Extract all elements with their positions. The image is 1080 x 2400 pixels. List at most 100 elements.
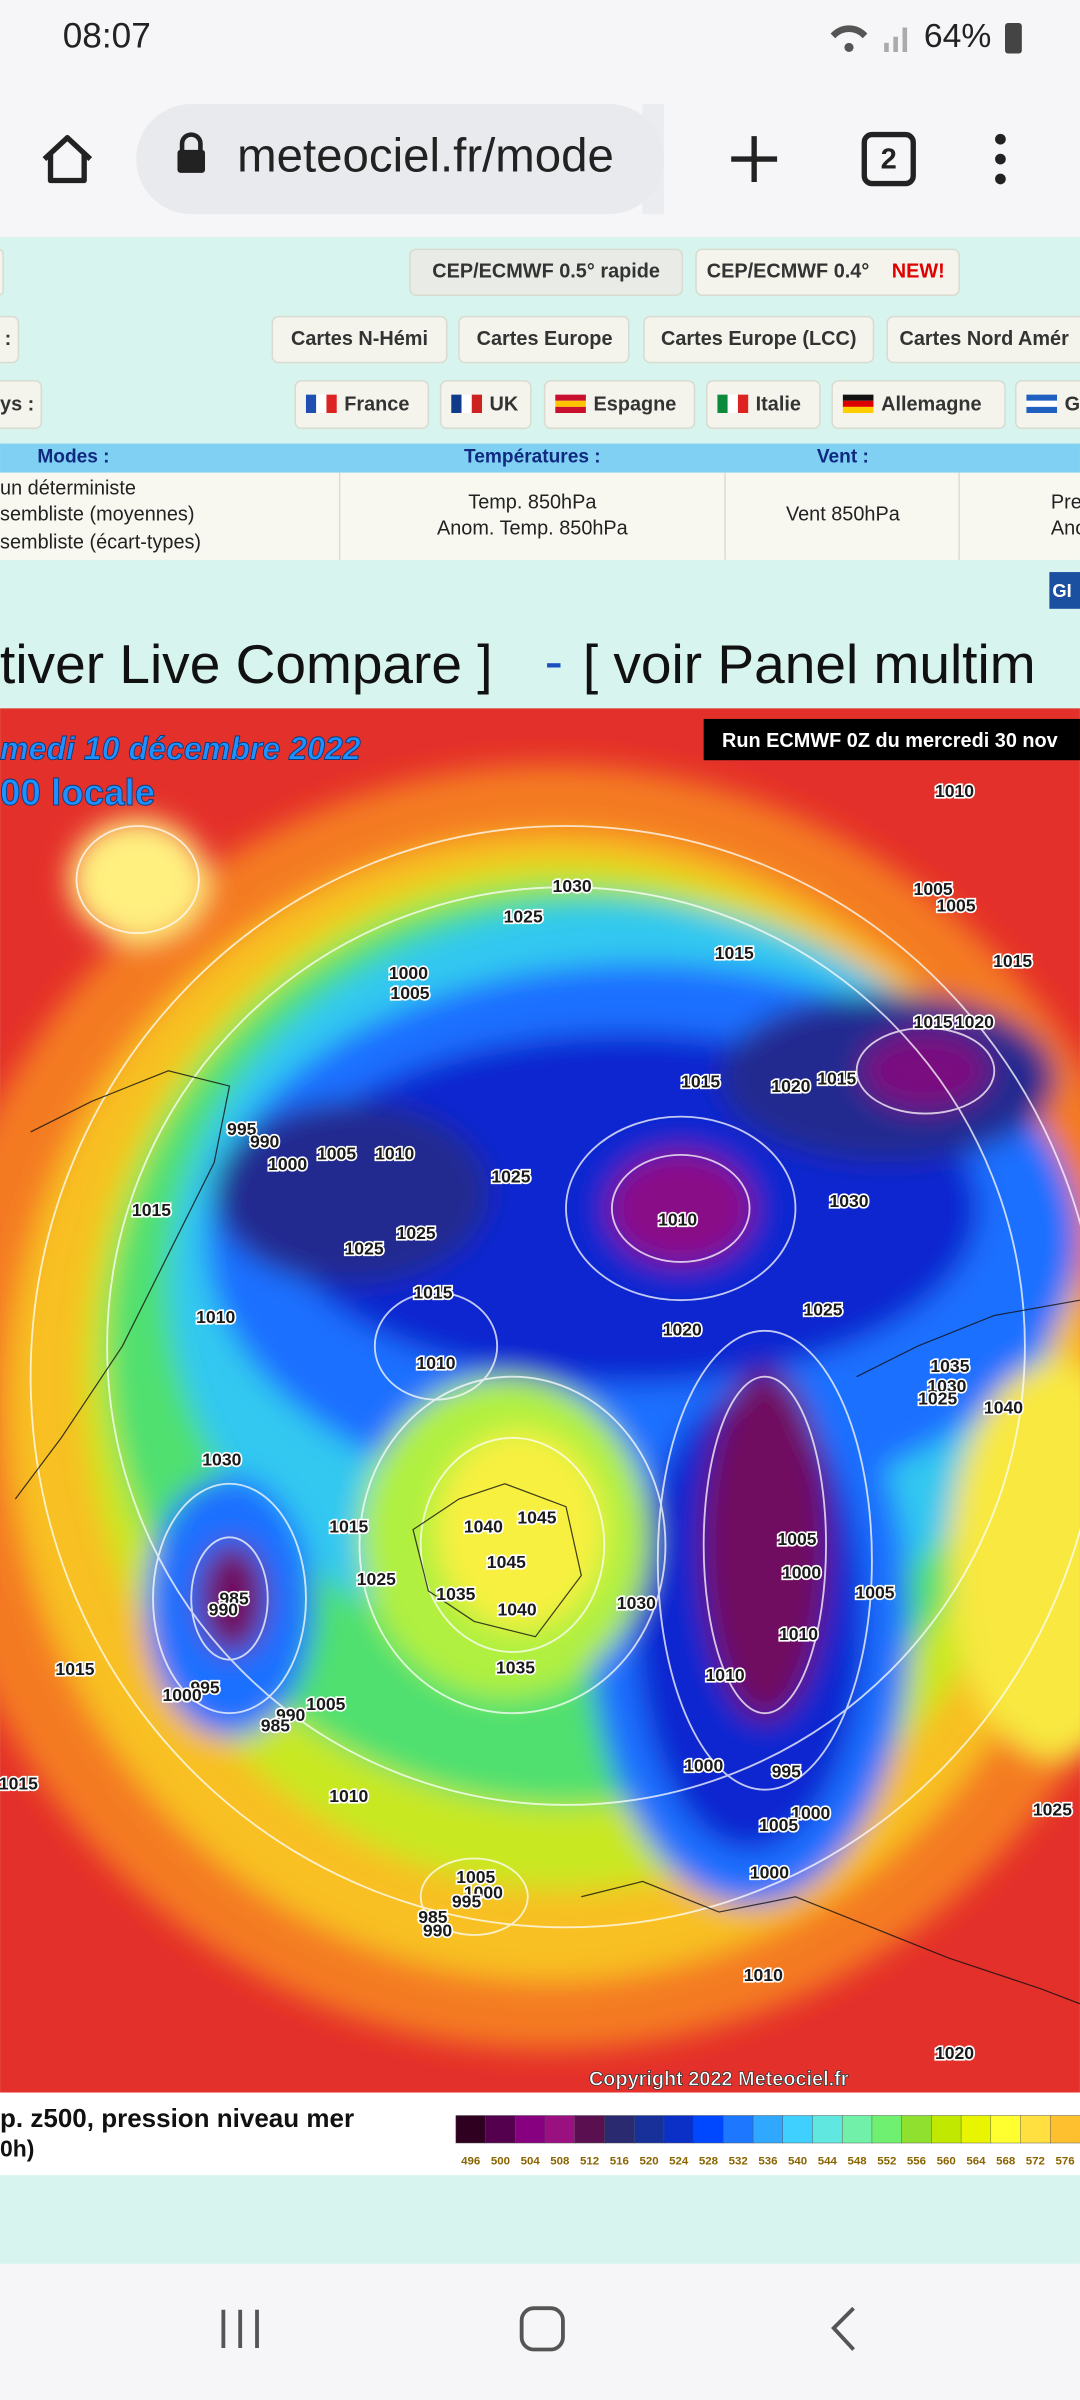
mode-link[interactable]: sembliste (moyennes) bbox=[0, 504, 194, 526]
colorbar-segment bbox=[901, 2115, 933, 2144]
map-button-label: Cartes Nord Amér bbox=[899, 328, 1069, 350]
colorbar-segment bbox=[455, 2115, 487, 2144]
menu-button[interactable] bbox=[995, 133, 1006, 185]
isobar-label: 985 bbox=[261, 1716, 291, 1736]
colorbar-tick-label: 548 bbox=[848, 2155, 868, 2167]
back-button[interactable] bbox=[831, 2306, 855, 2351]
isobar-label: 1030 bbox=[927, 1376, 966, 1396]
mode-link[interactable]: sembliste (écart-types) bbox=[0, 531, 201, 553]
flag bbox=[1026, 406, 1058, 414]
colorbar-tick-label: 520 bbox=[639, 2155, 658, 2167]
flag bbox=[461, 394, 472, 414]
country-label: G bbox=[1065, 394, 1080, 416]
country-button[interactable] bbox=[543, 380, 696, 430]
map-copyright: Copyright 2022 Meteociel.fr bbox=[589, 2069, 849, 2091]
isobar-label: 1010 bbox=[779, 1624, 818, 1644]
clock: 08:07 bbox=[63, 17, 151, 56]
model-button[interactable] bbox=[695, 248, 960, 296]
isobar-label: 990 bbox=[209, 1599, 239, 1619]
mode-link[interactable]: un déterministe bbox=[0, 478, 136, 500]
heading-link[interactable]: [ voir Panel multim bbox=[583, 633, 1036, 695]
map-button[interactable] bbox=[886, 315, 1080, 364]
colorbar-tick-label: 500 bbox=[491, 2155, 510, 2167]
isobar-label: 1005 bbox=[456, 1867, 495, 1887]
map-date: medi 10 décembre 2022 bbox=[0, 731, 361, 767]
pressure-link[interactable]: Ano bbox=[1051, 518, 1080, 540]
flag bbox=[305, 394, 317, 414]
temperature-link[interactable]: Anom. Temp. 850hPa bbox=[437, 518, 629, 540]
gif-badge[interactable] bbox=[1049, 572, 1080, 609]
map-time: 00 locale bbox=[0, 772, 155, 813]
map-button[interactable] bbox=[271, 315, 448, 364]
model-button-label: CEP/ECMWF 0.4° bbox=[707, 261, 870, 283]
isobar-label: 1045 bbox=[517, 1508, 556, 1528]
home-nav-button[interactable] bbox=[519, 2306, 565, 2352]
isobar-label: 995 bbox=[772, 1761, 802, 1781]
isobar-label: 1000 bbox=[750, 1862, 789, 1882]
isobar-label: 1025 bbox=[1033, 1800, 1072, 1820]
wind-link[interactable]: Vent 850hPa bbox=[786, 504, 901, 526]
isobar-label: 985 bbox=[219, 1589, 249, 1609]
isobar-label: 1000 bbox=[268, 1154, 307, 1174]
recent-apps-button[interactable] bbox=[221, 2309, 259, 2348]
country-label: Espagne bbox=[594, 394, 677, 416]
temperature-link[interactable]: Temp. 850hPa bbox=[468, 492, 597, 514]
map-button-label: Cartes Europe bbox=[477, 328, 613, 350]
battery-level: 64% bbox=[924, 18, 991, 55]
url[interactable]: meteociel.fr/mode bbox=[237, 130, 614, 183]
colorbar-tick-label: 504 bbox=[521, 2155, 541, 2167]
colorbar-segment bbox=[1020, 2115, 1051, 2144]
navigation-bar bbox=[0, 2263, 1080, 2400]
partial-button[interactable] bbox=[0, 248, 4, 296]
isobar-label: 1015 bbox=[681, 1072, 720, 1092]
tab-count: 2 bbox=[881, 143, 897, 175]
map-button[interactable] bbox=[643, 315, 875, 364]
lock-icon bbox=[177, 132, 206, 173]
isobar-label: 1020 bbox=[771, 1076, 810, 1096]
isobar-label: 1035 bbox=[930, 1356, 969, 1376]
colorbar-tick-label: 556 bbox=[907, 2155, 926, 2167]
heading-link[interactable]: tiver Live Compare ] bbox=[0, 633, 493, 695]
country-button[interactable] bbox=[439, 380, 532, 430]
partial-button[interactable] bbox=[0, 315, 20, 364]
colorbar-segment bbox=[604, 2115, 635, 2144]
colorbar-tick-label: 560 bbox=[937, 2155, 956, 2167]
isobar-label: 995 bbox=[452, 1892, 482, 1912]
colorbar-segment bbox=[871, 2115, 903, 2144]
map-run: Run ECMWF 0Z du mercredi 30 nov bbox=[722, 730, 1058, 752]
map-button-label: Cartes Europe (LCC) bbox=[661, 328, 856, 350]
home-button[interactable] bbox=[42, 134, 93, 184]
colorbar-segment bbox=[841, 2115, 873, 2144]
isobar-label: 1025 bbox=[504, 906, 543, 926]
colorbar-tick-label: 508 bbox=[550, 2155, 570, 2167]
partial-button[interactable] bbox=[0, 380, 43, 430]
isobar-label: 990 bbox=[423, 1921, 453, 1941]
isobar-label: 1005 bbox=[937, 896, 976, 916]
new-badge: NEW! bbox=[892, 261, 945, 283]
flag bbox=[555, 406, 586, 414]
colorbar-tick-label: 532 bbox=[729, 2155, 748, 2167]
colorbar-segment bbox=[931, 2115, 962, 2144]
isobar-label: 1035 bbox=[496, 1657, 535, 1677]
model-button[interactable] bbox=[409, 248, 684, 296]
tabs-button[interactable] bbox=[861, 131, 916, 187]
new-tab-button[interactable] bbox=[731, 136, 778, 183]
country-button[interactable] bbox=[831, 380, 1006, 430]
pressure-link[interactable]: Pre bbox=[1051, 492, 1080, 514]
isobar-label: 1000 bbox=[782, 1563, 821, 1583]
colorbar-tick-label: 528 bbox=[699, 2155, 719, 2167]
country-button[interactable] bbox=[294, 380, 430, 430]
address-bar[interactable] bbox=[136, 104, 664, 215]
map-button[interactable] bbox=[458, 315, 630, 364]
isobar-label: 1010 bbox=[706, 1665, 745, 1685]
isobar-label: 1005 bbox=[317, 1144, 356, 1164]
country-button[interactable] bbox=[705, 380, 821, 430]
isobar-label: 1025 bbox=[918, 1388, 957, 1408]
flag bbox=[842, 394, 874, 401]
flag bbox=[1026, 400, 1058, 407]
colorbar-segment bbox=[663, 2115, 695, 2144]
isobar-label: 1030 bbox=[202, 1449, 241, 1469]
colorbar-segment bbox=[574, 2115, 606, 2144]
